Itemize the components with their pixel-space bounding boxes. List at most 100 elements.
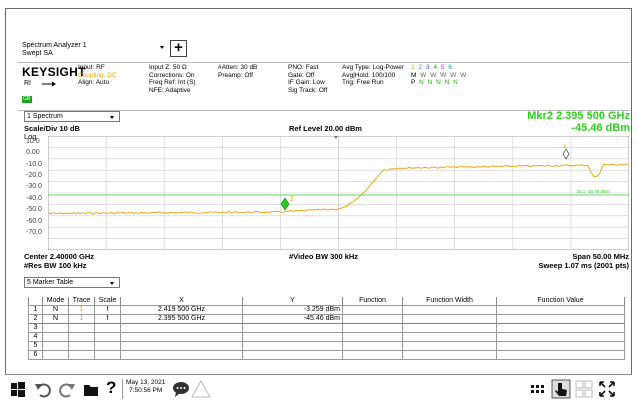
video-bw-label[interactable]: #Video BW 300 kHz [289,252,359,261]
table-cell [120,341,243,351]
y-axis-label: 0.00 [26,149,40,157]
table-cell [402,341,497,351]
title-dropdown-icon[interactable] [160,46,164,49]
input-z-settings[interactable]: Input Z: 50 Ω Corrections: On Freq Ref: … [149,64,196,94]
y-axis-label: -70.0 [26,228,42,236]
table-cell [496,332,625,342]
table-cell [68,332,95,342]
table-cell: f [94,314,121,324]
keysight-logo: KEYSIGHT [22,65,86,79]
if-gain-label: IF Gain: Low [288,79,325,86]
chevron-down-icon [110,116,114,119]
help-icon[interactable]: ? [106,378,117,397]
marker-table-header-cell: Function Width [402,297,497,306]
layout-icon[interactable] [574,379,594,399]
table-row[interactable]: 4 [28,332,625,342]
marker-table-header-cell [28,297,43,306]
input-label: Input: RF [78,64,105,71]
trace-type-3: W [430,71,438,79]
table-cell: 3 [28,323,43,333]
y-axis-label: -50.0 [26,206,42,214]
touch-icon[interactable] [551,379,571,399]
table-cell: 2.395 500 GHz [120,314,243,324]
table-cell [402,314,497,324]
table-cell: 5 [28,341,43,351]
table-cell [42,323,69,333]
keypad-icon[interactable] [528,379,548,399]
table-cell [496,305,625,315]
res-bw-label[interactable]: #Res BW 100 kHz [24,261,87,270]
table-cell [342,350,403,360]
trace-det-1: P [411,79,417,86]
table-row[interactable]: 6 [28,350,625,360]
chevron-down-icon [110,282,114,285]
ri-label: RI [24,80,31,87]
trace-types: M W W W W W [411,72,467,80]
bw-settings[interactable]: PNO: Fast Gate: Off IF Gain: Low Sig Tra… [288,64,327,94]
ref-marker-icon [334,136,338,139]
windows-start-icon[interactable] [8,379,28,399]
trace-1-line [48,163,629,215]
table-row[interactable]: 5 [28,341,625,351]
fullscreen-icon[interactable] [597,379,617,399]
table-cell [242,323,343,333]
y-axis-label: -60.0 [26,217,42,225]
table-cell [342,314,403,324]
table-cell: -3.259 dBm [242,305,343,315]
table-cell [42,341,69,351]
folder-icon[interactable] [81,379,101,399]
clock[interactable]: May 13, 2021 7:50:56 PM [126,379,165,395]
spectrum-plot[interactable]: DL1 -33.76 dBm 2 1 [48,136,629,250]
table-cell [402,305,497,315]
sweep-label[interactable]: Sweep 1.07 ms (2001 pts) [538,261,629,270]
table-cell [242,341,343,351]
trace-type-5: W [450,71,458,79]
table-cell [496,323,625,333]
taskbar: ? May 13, 2021 7:50:56 PM [5,374,632,403]
marker-table[interactable]: Mode Trace Scale X Y Function Function Width Fu… [28,297,625,360]
clock-date: May 13, 2021 [126,379,166,386]
trace-num-5: 5 [440,64,446,71]
spectrum-window-select[interactable]: 1 Spectrum [24,111,120,122]
gate-label: Gate: Off [288,71,315,79]
table-cell: f [94,305,121,315]
undo-icon[interactable] [33,379,53,399]
trace-num-1: 1 [411,64,416,71]
scale-div-label: Scale/Div 10 dB [24,124,80,133]
table-cell [68,350,95,360]
table-cell [94,332,121,342]
chat-icon[interactable] [171,379,191,399]
table-row[interactable]: 2 N 1 f 2.395 500 GHz -45.46 dBm [28,314,625,324]
marker-table-select[interactable]: 5 Marker Table [24,277,120,288]
trace-type-4: W [440,71,448,79]
redo-icon[interactable] [57,379,77,399]
marker-table-header-cell: X [120,297,243,306]
table-cell [402,350,497,360]
ref-level-label: Ref Level 20.00 dBm [289,124,362,133]
atten-settings[interactable]: #Atten: 30 dB Preamp: Off [218,64,257,79]
marker-1-label: 1 [563,144,567,150]
table-cell [342,305,403,315]
input-settings[interactable]: Input: RF Coupling: DC Align: Auto [78,64,117,87]
marker-2-label: 2 [290,196,294,203]
table-cell [68,341,95,351]
trig-label: Trig: Free Run [342,79,384,86]
coupling-label: Coupling: DC [78,71,117,79]
table-row[interactable]: 1 N 1 f 2.419 500 GHz -3.259 dBm [28,305,625,315]
y-axis-label: 10.0 [26,137,40,145]
marker-readout-amp: -45.46 dBm [571,122,630,134]
marker-2-diamond [280,197,290,211]
add-screen-button[interactable]: + [170,40,187,57]
center-freq-label[interactable]: Center 2.40000 GHz [24,252,95,261]
span-label[interactable]: Span 50.00 MHz [572,252,629,261]
y-axis-label: -40.0 [26,194,42,202]
trace-settings[interactable]: 1 2 3 4 5 6 M W W W W W P N N N N N [411,64,467,87]
table-row[interactable]: 3 [28,323,625,333]
marker-1-diamond [562,148,570,160]
marker-table-label: 5 Marker Table [27,279,74,286]
window-title[interactable]: Spectrum Analyzer 1 Swept SA [22,42,87,58]
pno-label: PNO: Fast [288,64,319,71]
warning-icon[interactable] [191,379,211,399]
table-cell: -45.46 dBm [242,314,343,324]
trigger-settings[interactable]: Avg Type: Log-Power Avg|Hold: 100/100 Tr… [342,64,404,87]
